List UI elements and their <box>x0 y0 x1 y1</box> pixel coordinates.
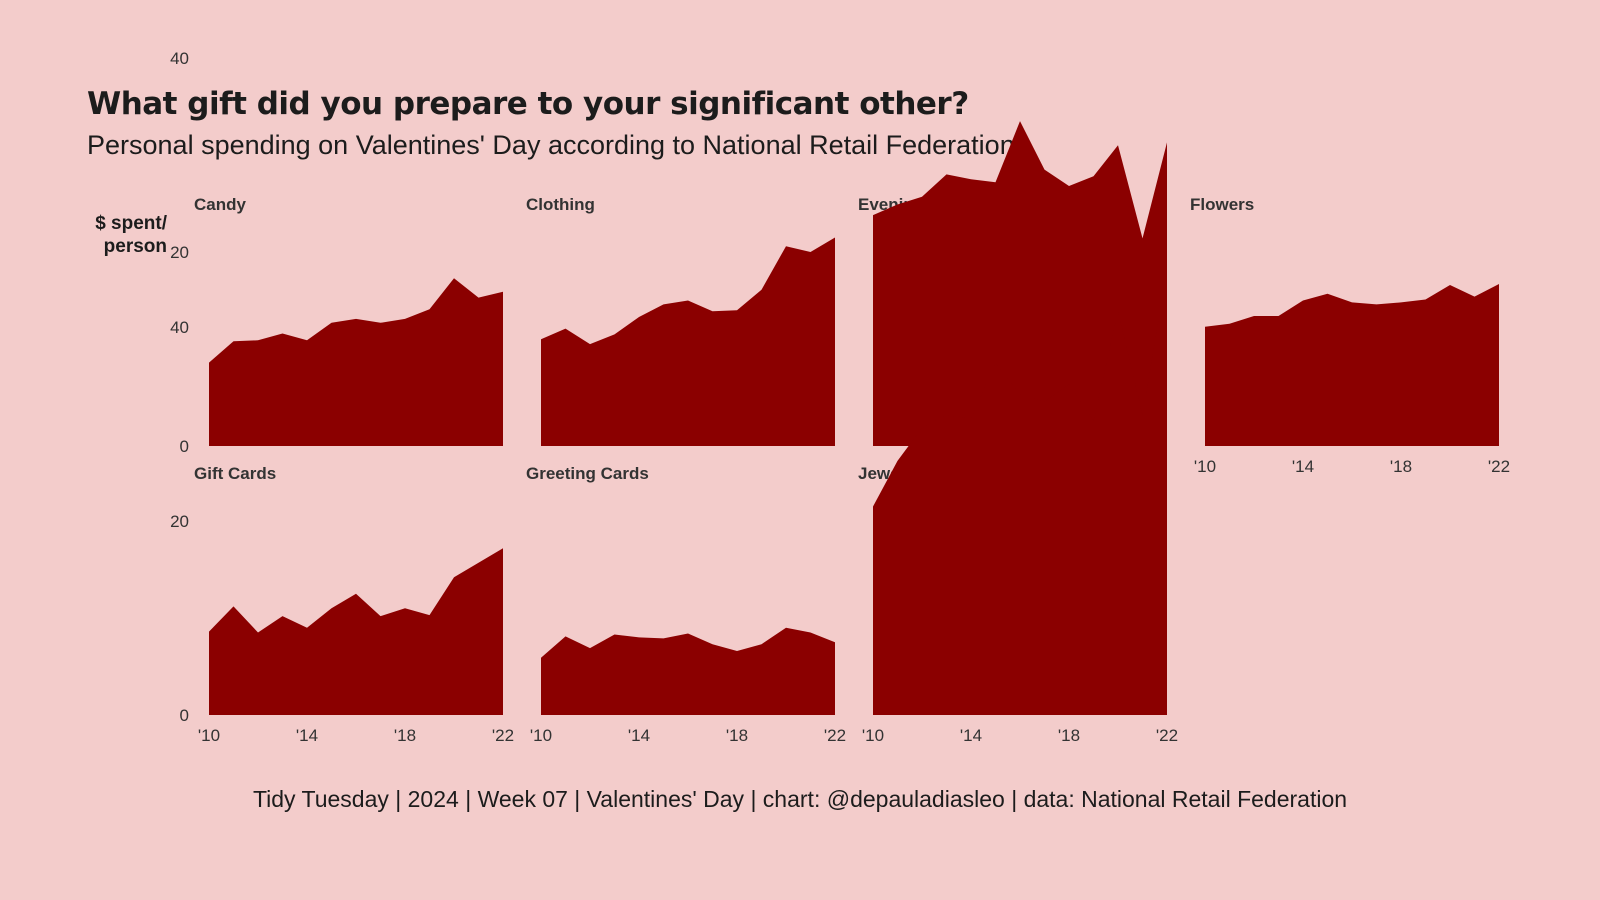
area-gift-cards <box>209 548 503 715</box>
facet-label-flowers: Flowers <box>1190 195 1254 214</box>
y-axis-label: $ spent/ <box>95 213 168 234</box>
chart-title: What gift did you prepare to your signif… <box>87 86 969 122</box>
x-tick-label: '18 <box>1058 726 1080 745</box>
chart-subtitle: Personal spending on Valentines' Day acc… <box>87 130 1015 160</box>
area-evening-out <box>873 121 1167 446</box>
y-tick-label: 40 <box>170 49 189 68</box>
y-tick-label: 20 <box>170 243 189 262</box>
x-tick-label: '22 <box>824 726 846 745</box>
x-tick-label: '10 <box>1194 457 1216 476</box>
x-tick-label: '22 <box>1156 726 1178 745</box>
x-tick-label: '14 <box>296 726 318 745</box>
x-tick-label: '22 <box>1488 457 1510 476</box>
caption: Tidy Tuesday | 2024 | Week 07 | Valentin… <box>252 786 1348 812</box>
facet-label-candy: Candy <box>194 195 247 214</box>
facet-label-clothing: Clothing <box>526 195 595 214</box>
x-tick-label: '14 <box>960 726 982 745</box>
x-tick-label: '14 <box>628 726 650 745</box>
x-tick-label: '10 <box>530 726 552 745</box>
y-tick-label: 40 <box>170 318 189 337</box>
y-axis-label: person <box>104 236 167 257</box>
facet-label-greeting-cards: Greeting Cards <box>526 464 649 483</box>
x-tick-label: '14 <box>1292 457 1314 476</box>
area-clothing <box>541 237 835 446</box>
x-tick-label: '18 <box>726 726 748 745</box>
y-tick-label: 20 <box>170 512 189 531</box>
x-tick-label: '10 <box>198 726 220 745</box>
x-tick-label: '22 <box>492 726 514 745</box>
x-tick-label: '10 <box>862 726 884 745</box>
area-greeting-cards <box>541 627 835 715</box>
x-tick-label: '18 <box>394 726 416 745</box>
y-tick-label: 0 <box>180 706 189 725</box>
facet-label-gift-cards: Gift Cards <box>194 464 276 483</box>
area-candy <box>209 278 503 446</box>
x-tick-label: '18 <box>1390 457 1412 476</box>
area-jewelry <box>873 270 1167 715</box>
area-flowers <box>1205 284 1499 446</box>
y-tick-label: 0 <box>180 437 189 456</box>
